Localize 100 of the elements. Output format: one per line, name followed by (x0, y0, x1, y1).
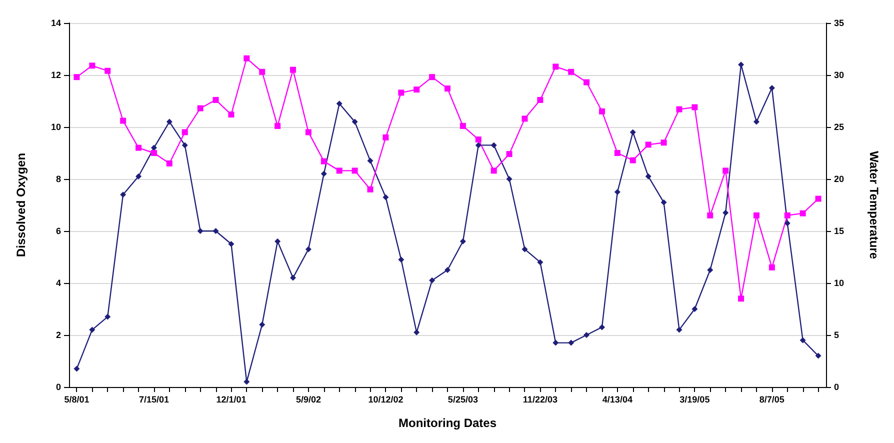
x-tick-label: 5/25/03 (448, 394, 478, 404)
x-tick-label: 4/13/04 (602, 394, 632, 404)
point (753, 212, 760, 218)
point (490, 142, 497, 148)
point (367, 158, 374, 164)
point (382, 194, 389, 200)
point (568, 340, 574, 346)
point (444, 267, 450, 273)
point (475, 142, 482, 148)
point (197, 105, 204, 112)
point (784, 212, 790, 218)
point (274, 238, 281, 244)
point (506, 176, 512, 182)
y2-tick-label: 0 (834, 382, 840, 392)
point (305, 246, 312, 252)
point (676, 106, 682, 112)
point (259, 322, 266, 328)
point (692, 306, 698, 312)
point (367, 186, 374, 192)
point (722, 168, 729, 174)
point (707, 267, 714, 273)
point (228, 112, 234, 118)
point (120, 192, 126, 198)
point (336, 168, 342, 174)
y2-tick-label: 10 (834, 278, 844, 288)
y-tick-label: 14 (50, 18, 61, 28)
point (645, 173, 652, 180)
point (522, 116, 528, 122)
point (305, 129, 312, 136)
x-tick-label: 5/8/01 (64, 394, 90, 404)
point (166, 160, 172, 166)
point (444, 86, 450, 92)
point (614, 150, 620, 156)
point (598, 108, 605, 114)
point (429, 277, 436, 284)
point (166, 118, 172, 125)
point (320, 158, 327, 164)
y2-axis-title: Water Temperature (867, 150, 881, 260)
x-axis-title: Monitoring Dates (398, 416, 497, 430)
point (815, 352, 822, 359)
point (212, 96, 219, 103)
point (630, 157, 636, 164)
point (537, 96, 544, 103)
point (692, 104, 698, 110)
y2-tick-label: 35 (834, 18, 844, 28)
point (120, 118, 126, 124)
point (738, 296, 744, 302)
y-tick-label: 0 (56, 382, 61, 392)
y2-tick-label: 30 (834, 70, 844, 80)
point (676, 326, 682, 333)
y2-tick-label: 15 (834, 226, 844, 236)
x-tick-label: 5/9/02 (296, 394, 321, 404)
point (89, 62, 96, 69)
point (414, 329, 420, 336)
point (598, 324, 605, 330)
point (753, 118, 760, 125)
x-tick-label: 3/19/05 (680, 394, 710, 404)
y2-tick-label: 5 (834, 330, 840, 340)
y-axis-title: Dissolved Oxygen (14, 152, 28, 258)
point (707, 212, 714, 218)
point (228, 241, 234, 247)
y-tick-label: 12 (50, 70, 61, 80)
x-tick-label: 10/12/02 (368, 394, 404, 404)
point (475, 136, 482, 142)
x-tick-label: 8/7/05 (759, 394, 784, 404)
point (584, 332, 590, 338)
point (815, 196, 822, 202)
point (660, 199, 667, 206)
point (89, 326, 96, 333)
y-tick-label: 2 (56, 330, 61, 340)
point (800, 337, 806, 344)
point (768, 85, 775, 91)
point (552, 340, 559, 346)
point (320, 170, 327, 177)
point (490, 168, 497, 174)
point (522, 246, 528, 252)
point (182, 129, 188, 136)
point (784, 220, 790, 226)
x-tick-label: 11/22/03 (522, 394, 558, 404)
point (460, 122, 466, 129)
point (768, 264, 775, 270)
y-tick-label: 8 (56, 174, 61, 184)
point (660, 140, 667, 146)
point (398, 256, 404, 263)
point (150, 150, 157, 156)
y-tick-label: 10 (50, 122, 61, 132)
point (537, 259, 544, 266)
point (382, 134, 389, 140)
point (290, 274, 296, 281)
point (274, 122, 281, 129)
point (136, 173, 142, 180)
point (74, 366, 80, 372)
point (614, 189, 620, 195)
point (398, 90, 404, 96)
y2-tick-label: 25 (834, 122, 844, 132)
point (645, 142, 652, 148)
point (506, 151, 512, 158)
point (104, 314, 111, 320)
point (568, 68, 574, 75)
y2-tick-label: 20 (834, 174, 844, 184)
